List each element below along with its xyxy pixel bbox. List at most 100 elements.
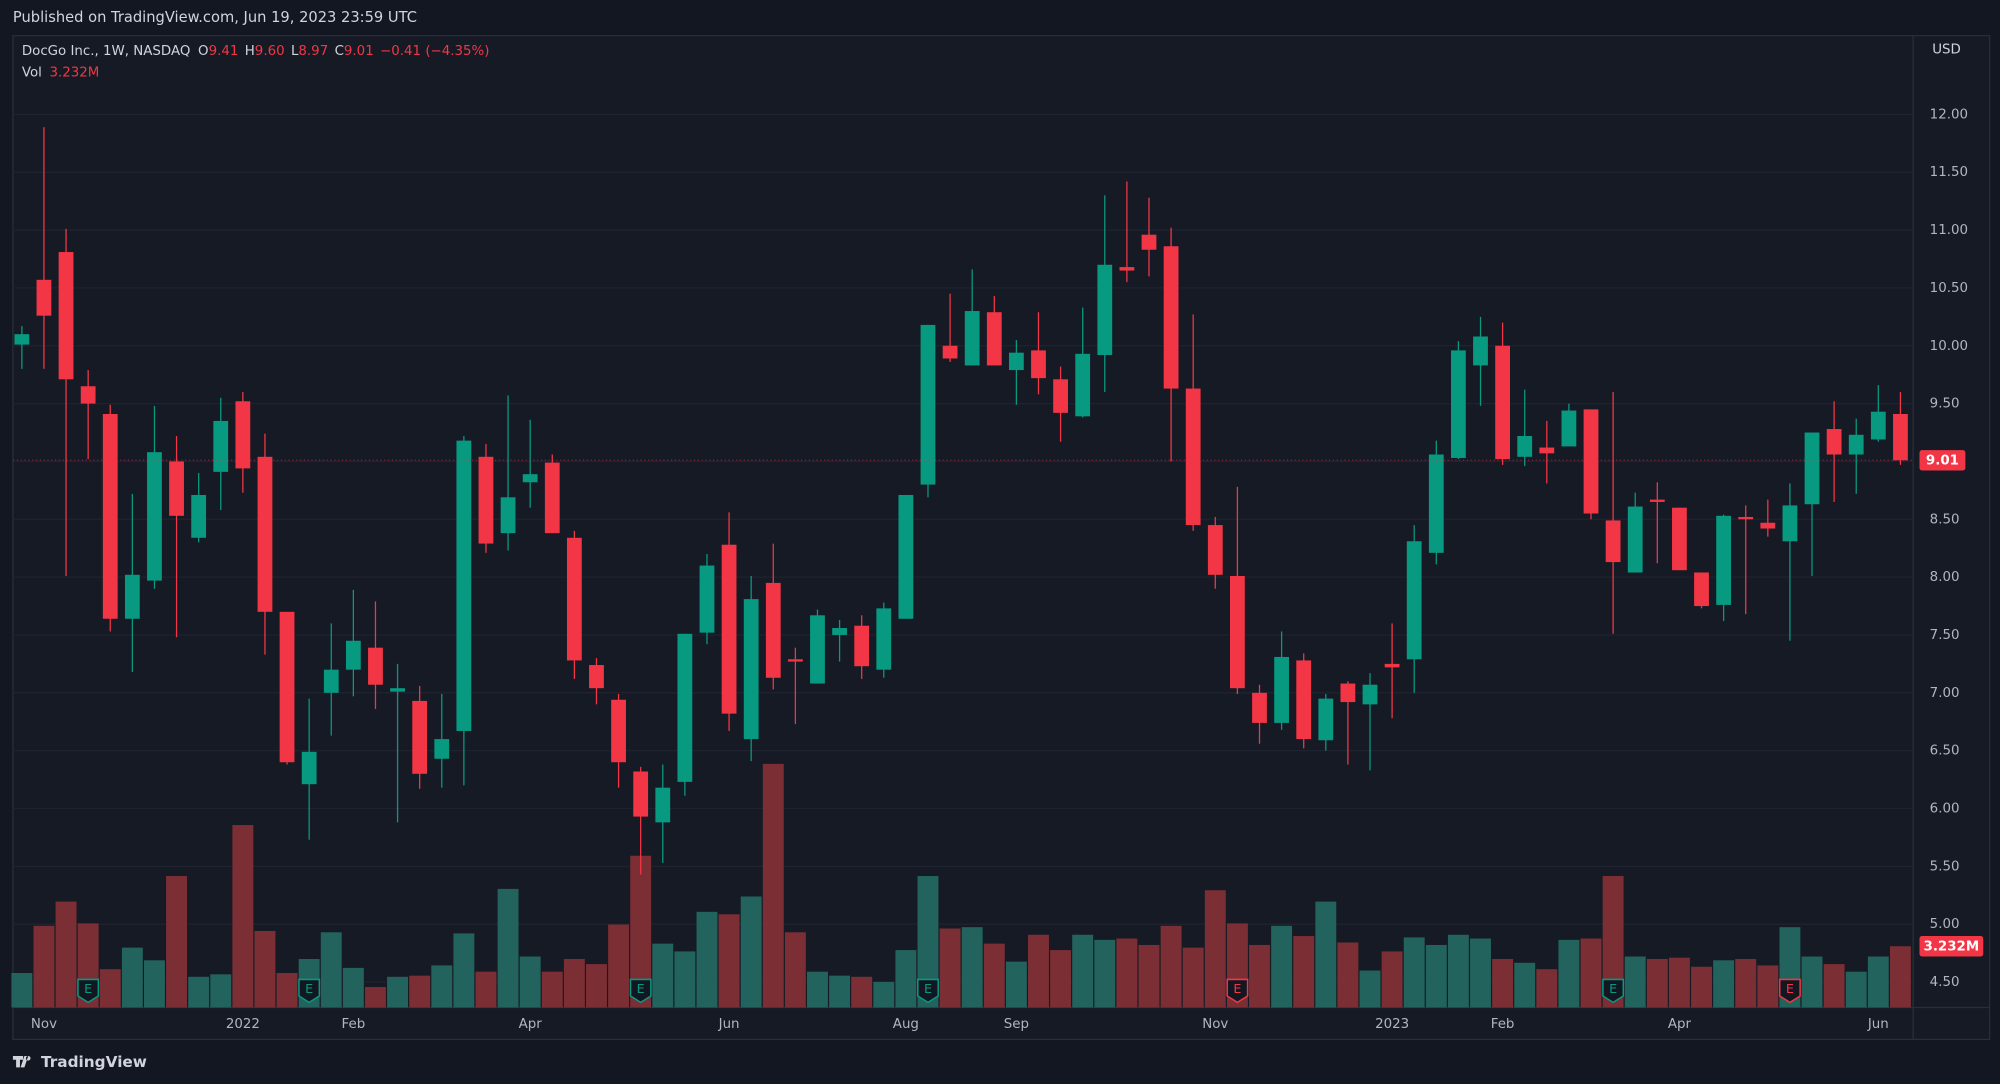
candle-body	[147, 452, 162, 581]
volume-bar	[586, 964, 607, 1008]
y-tick-label: 5.50	[1930, 859, 1960, 874]
legend-line: DocGo Inc., 1W, NASDAQ O9.41 H9.60 L8.97 C9.…	[22, 44, 490, 59]
x-tick-label: Feb	[1491, 1017, 1515, 1032]
candle-body	[213, 420, 229, 472]
x-tick-label: Jun	[1867, 1017, 1889, 1032]
candle-body	[1826, 429, 1842, 455]
legend-value: 9.41	[209, 44, 239, 59]
candle-body	[1296, 660, 1312, 740]
volume-bar	[1536, 969, 1558, 1008]
volume-bar	[718, 914, 740, 1008]
earnings-marker	[298, 978, 321, 1004]
candle-body	[1605, 520, 1621, 563]
currency: USD	[1932, 43, 1961, 58]
volume-bar	[1668, 957, 1690, 1008]
candle-body	[1517, 435, 1533, 457]
candle-body	[721, 544, 737, 714]
volume-bar	[210, 974, 232, 1008]
volume-bar	[143, 960, 165, 1008]
candle-body	[1141, 234, 1157, 250]
candle-body	[544, 462, 560, 534]
volume-bar	[166, 876, 188, 1008]
candle-body	[1495, 345, 1511, 460]
volume-bar	[784, 932, 806, 1008]
volume-bar	[1293, 936, 1315, 1008]
chart-panel	[12, 35, 1991, 1041]
candle-body	[368, 647, 383, 685]
candle-body	[1252, 692, 1267, 723]
volume-bar	[1823, 964, 1845, 1008]
volume-bar	[1889, 946, 1911, 1008]
candle-body	[1362, 684, 1378, 705]
candle-body	[611, 699, 626, 763]
volume-bar	[11, 973, 33, 1008]
candle-body	[1561, 410, 1577, 447]
volume-bar	[961, 927, 983, 1008]
y-tick-label: 11.00	[1930, 223, 1968, 238]
volume-bar	[939, 928, 961, 1008]
candle-body	[1031, 350, 1046, 379]
x-tick-label: Apr	[519, 1017, 543, 1032]
volume-bar	[365, 987, 386, 1008]
volume-bar	[608, 924, 630, 1008]
candle-body	[677, 633, 693, 782]
candle-body	[478, 456, 494, 544]
volume-bar	[55, 901, 77, 1008]
candle-body	[412, 700, 428, 774]
volume-bar	[1492, 958, 1514, 1008]
volume-bar	[762, 763, 784, 1008]
candle-body	[1384, 663, 1400, 668]
legend-key: C	[335, 44, 344, 59]
candle-body	[36, 279, 52, 316]
volume-bar	[1691, 966, 1712, 1008]
y-tick-label: 10.50	[1930, 281, 1968, 296]
last-volume-label: 3.232M	[1924, 939, 1980, 954]
x-tick-label: Sep	[1004, 1017, 1029, 1032]
volume-bar	[630, 855, 652, 1008]
volume-bar	[1182, 947, 1204, 1008]
volume-bar	[1116, 938, 1138, 1008]
volume-bar	[1425, 944, 1447, 1008]
x-tick-label: Nov	[1202, 1017, 1228, 1032]
earnings-marker	[1602, 978, 1625, 1004]
candle-body	[1075, 353, 1091, 417]
volume-bar	[33, 925, 55, 1008]
volume-bar	[1624, 956, 1646, 1008]
volume-bar	[917, 876, 939, 1008]
volume-bar	[1381, 951, 1403, 1008]
volume-bar	[320, 932, 342, 1008]
candle-body	[1804, 432, 1820, 505]
candle-body	[743, 599, 759, 740]
candle-body	[1053, 379, 1068, 413]
candle-body	[1097, 264, 1113, 356]
published-note: Published on TradingView.com, Jun 19, 20…	[13, 9, 417, 26]
volume-bar	[99, 969, 121, 1008]
candle-body	[279, 611, 295, 763]
candle-body	[1539, 447, 1555, 454]
volume-bar	[188, 976, 210, 1008]
candle-body	[1870, 411, 1886, 440]
candle-body	[1473, 336, 1488, 366]
volume-bar	[431, 965, 453, 1008]
last-volume-tag	[1919, 936, 1984, 957]
candle-body	[898, 494, 914, 619]
volume-bar	[1249, 944, 1270, 1008]
earnings-label: E	[924, 982, 932, 997]
candle-body	[390, 688, 405, 692]
last-price-tag	[1919, 450, 1966, 471]
candle-body	[235, 401, 251, 469]
volume-layer	[11, 763, 1911, 1008]
volume-bar	[519, 956, 541, 1008]
candle-body	[1428, 454, 1444, 553]
symbol: DocGo Inc., 1W, NASDAQ	[22, 44, 191, 59]
y-tick-label: 9.50	[1930, 397, 1960, 412]
candle-body	[1760, 522, 1776, 529]
volume-bar	[254, 930, 276, 1008]
candle-body	[1451, 350, 1466, 458]
volume-bar	[851, 976, 873, 1008]
candle-body	[986, 312, 1002, 366]
volume-bar	[1271, 925, 1293, 1008]
earnings-marker	[1226, 978, 1249, 1004]
y-tick-label: 8.50	[1930, 512, 1960, 527]
volume-bar	[740, 896, 762, 1008]
